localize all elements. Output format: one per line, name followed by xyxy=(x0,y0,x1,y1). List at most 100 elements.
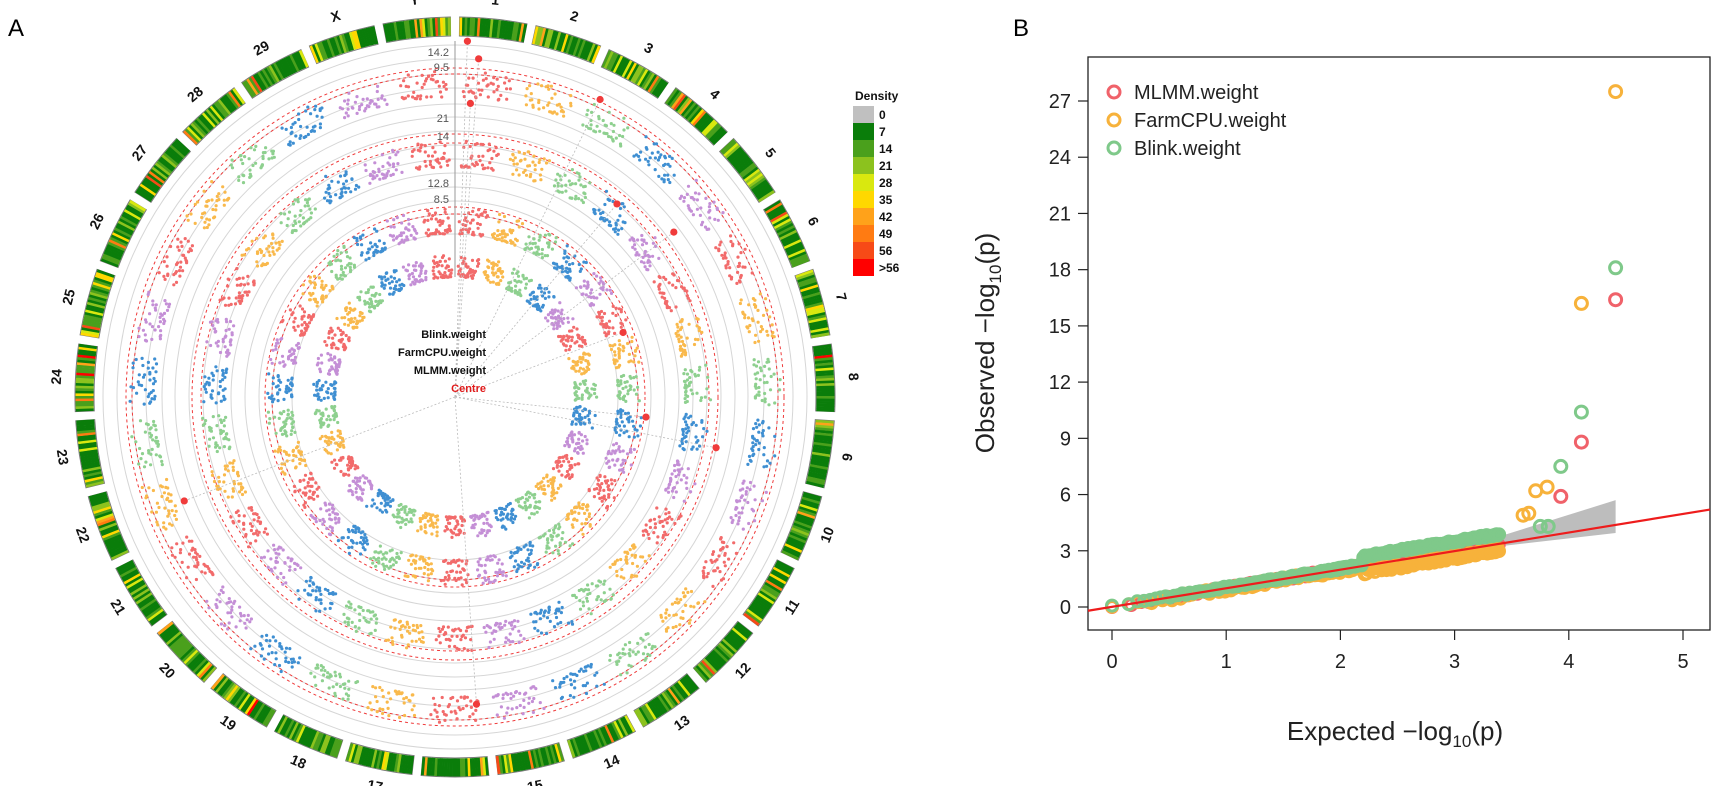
snp-point xyxy=(331,341,335,345)
snp-point xyxy=(623,550,627,554)
snp-point xyxy=(485,511,489,515)
snp-point xyxy=(691,213,696,217)
snp-point xyxy=(270,394,274,398)
snp-point xyxy=(313,297,317,301)
snp-point xyxy=(490,156,494,161)
snp-point xyxy=(203,422,207,426)
snp-point xyxy=(271,400,275,404)
ideogram-density-strip xyxy=(675,95,689,112)
snp-point xyxy=(383,504,387,508)
snp-point xyxy=(579,528,584,532)
snp-point xyxy=(430,532,434,536)
ideogram-density-strip xyxy=(815,424,834,429)
snp-point xyxy=(355,541,359,545)
snp-point xyxy=(457,706,461,710)
snp-point xyxy=(166,514,170,518)
ideogram-density-strip xyxy=(758,190,775,203)
ideogram-density-strip xyxy=(675,681,689,698)
ideogram-density-strip xyxy=(766,204,784,217)
ideogram-density-strip xyxy=(93,508,112,517)
snp-point xyxy=(238,605,242,609)
snp-point xyxy=(555,112,559,116)
ideogram-density-strip xyxy=(274,715,286,733)
ideogram-density-strip xyxy=(814,362,834,367)
snp-point xyxy=(358,476,362,480)
ideogram-density-strip xyxy=(406,20,412,39)
snp-point xyxy=(274,344,278,348)
snp-point xyxy=(519,280,523,284)
ideogram-density-strip xyxy=(77,429,96,434)
ideogram-density-strip xyxy=(696,114,711,130)
snp-point xyxy=(185,576,189,580)
snp-point xyxy=(616,380,620,384)
snp-point xyxy=(340,337,344,341)
snp-point xyxy=(567,179,571,183)
snp-point xyxy=(474,708,478,713)
ideogram-density-strip xyxy=(754,596,772,609)
snp-point xyxy=(583,192,587,196)
ideogram-density-strip xyxy=(513,22,520,41)
snp-point xyxy=(587,362,591,366)
snp-point xyxy=(476,81,481,85)
snp-point xyxy=(318,387,322,391)
snp-point xyxy=(558,682,562,686)
snp-point xyxy=(615,422,619,426)
ideogram-density-strip xyxy=(281,718,293,736)
snp-point xyxy=(483,569,487,573)
snp-point xyxy=(684,481,688,485)
ideogram-density-strip xyxy=(289,54,300,72)
snp-point xyxy=(686,590,690,595)
ideogram-density-strip xyxy=(810,459,829,466)
snp-point xyxy=(664,533,668,537)
snp-point xyxy=(557,552,561,556)
ideogram-density-strip xyxy=(574,737,583,756)
ideogram-density-strip xyxy=(229,687,243,704)
snp-point xyxy=(400,633,404,638)
ideogram-density-strip xyxy=(361,28,369,47)
ideogram-density-strip xyxy=(122,211,140,223)
snp-point xyxy=(722,560,726,564)
ideogram-density-strip xyxy=(700,660,716,676)
snp-point xyxy=(696,601,700,606)
ideogram-density-strip xyxy=(117,562,135,573)
ideogram-density-strip xyxy=(89,291,108,300)
snp-point xyxy=(164,485,168,489)
ideogram-density-strip xyxy=(549,745,557,764)
snp-point xyxy=(152,419,156,424)
snp-point xyxy=(267,250,271,254)
snp-point xyxy=(683,368,687,372)
snp-point xyxy=(338,435,342,440)
snp-point xyxy=(599,309,604,314)
snp-point xyxy=(287,453,291,457)
snp-point xyxy=(269,567,273,572)
snp-point xyxy=(303,331,307,335)
snp-point xyxy=(510,509,514,513)
snp-point xyxy=(151,488,155,493)
snp-point xyxy=(510,271,515,275)
snp-point xyxy=(319,664,323,668)
ideogram-density-strip xyxy=(242,81,255,98)
snp-point xyxy=(565,675,569,679)
snp-point xyxy=(718,243,722,247)
ideogram-density-strip xyxy=(416,19,422,38)
snp-point xyxy=(552,184,557,188)
snp-point xyxy=(216,339,220,343)
snp-point xyxy=(555,267,559,271)
ideogram-density-strip xyxy=(82,463,101,470)
ideogram-density-strip xyxy=(746,173,764,186)
snp-point xyxy=(521,274,525,278)
snp-point xyxy=(573,686,577,690)
snp-point xyxy=(319,285,324,289)
ideogram-density-strip xyxy=(147,608,164,622)
snp-point xyxy=(320,283,324,287)
snp-point xyxy=(221,429,225,433)
snp-point xyxy=(577,511,581,515)
ideogram-density-strip xyxy=(142,602,160,616)
snp-point xyxy=(545,616,550,620)
ideogram-density-strip xyxy=(93,279,112,288)
snp-point xyxy=(411,623,415,628)
snp-point xyxy=(498,506,502,511)
snp-point xyxy=(525,87,529,91)
snp-point xyxy=(627,360,631,364)
snp-point xyxy=(578,337,582,341)
